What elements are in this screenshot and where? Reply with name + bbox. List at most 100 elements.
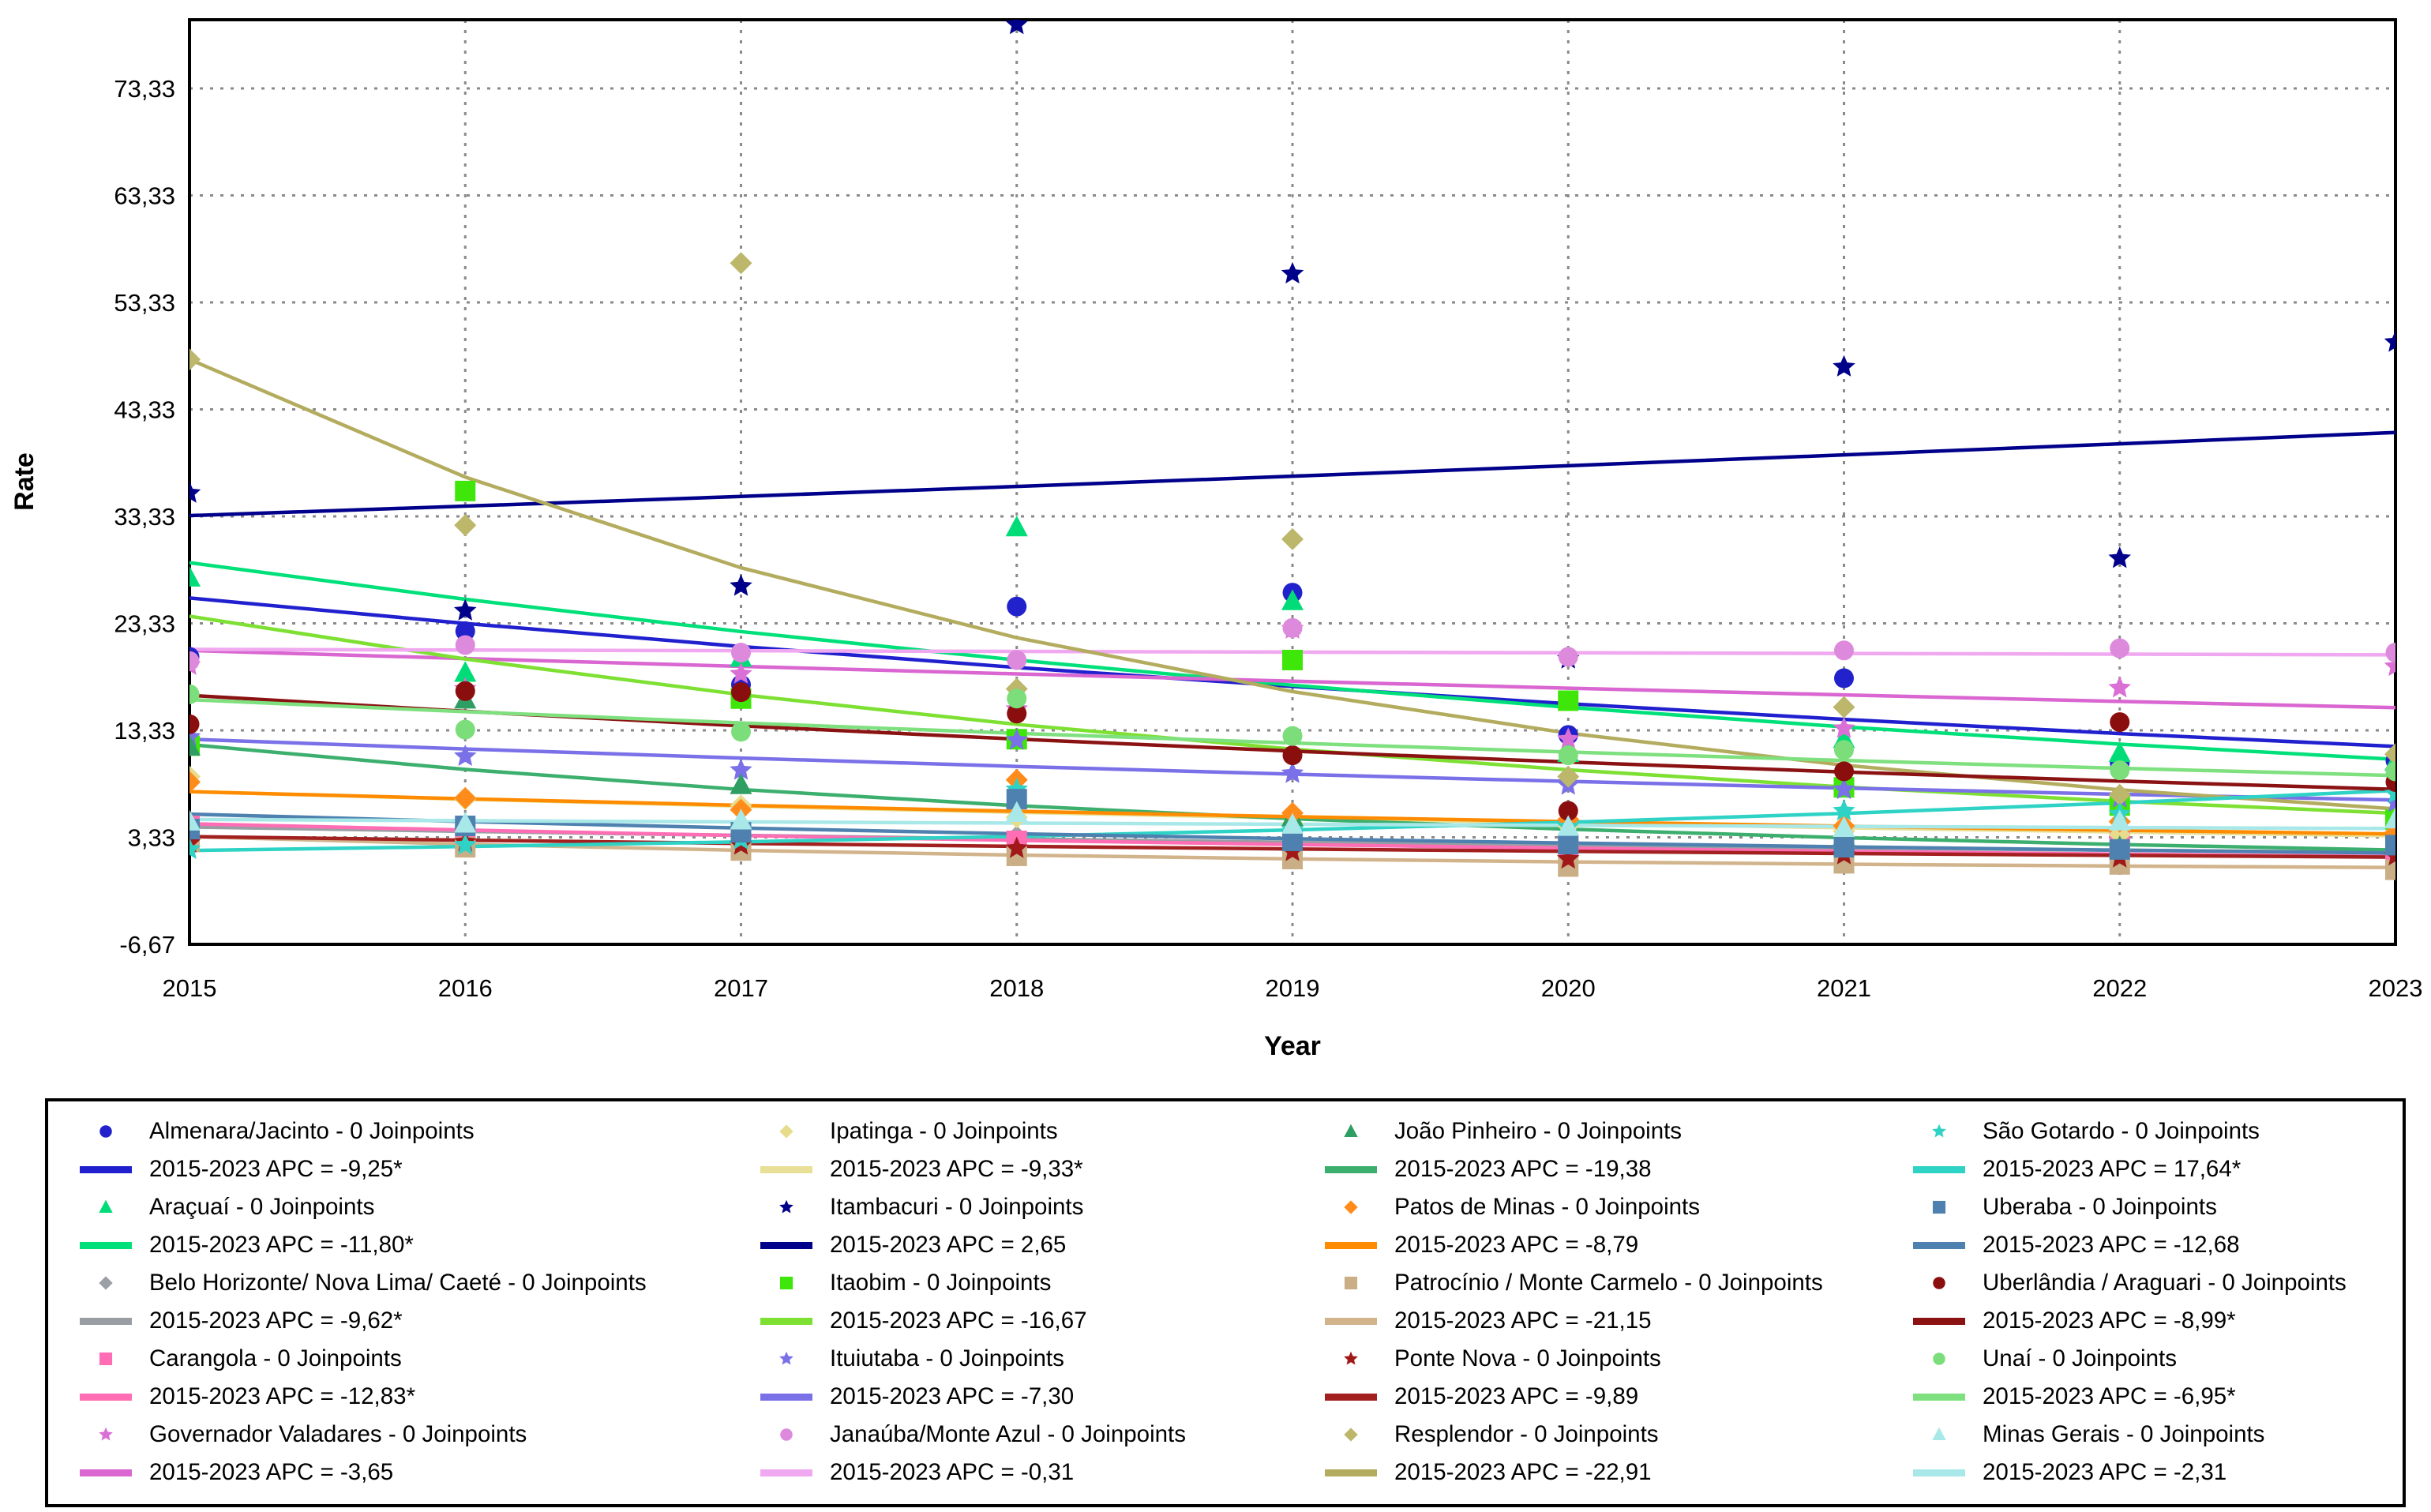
legend-apc-row: 2015-2023 APC = -3,65	[62, 1454, 743, 1491]
data-point-itambacuri	[1281, 261, 1304, 283]
legend-column: João Pinheiro - 0 Joinpoints 2015-2023 AP…	[1307, 1101, 1896, 1504]
line-swatch-icon	[743, 1469, 830, 1476]
diamond-marker-glyph	[99, 1276, 113, 1290]
triangle-marker-glyph	[1344, 1124, 1358, 1137]
data-point-ituiutaba	[1833, 777, 1855, 800]
circle-marker-glyph	[780, 1428, 793, 1441]
data-point-almenara-jacinto	[1007, 596, 1027, 617]
diamond-marker-icon	[743, 1118, 830, 1145]
legend-series-name: Patos de Minas - 0 Joinpoints	[1394, 1194, 1700, 1220]
legend-apc-label: 2015-2023 APC = -12,68	[1983, 1232, 2240, 1258]
legend-series-row: Itambacuri - 0 Joinpoints	[743, 1188, 1307, 1226]
data-point-governador-valadares	[2384, 655, 2395, 677]
legend-apc-row: 2015-2023 APC = 17,64*	[1896, 1150, 2403, 1188]
line-swatch-icon	[1896, 1165, 1983, 1173]
data-point-minas-gerais	[730, 809, 752, 830]
x-tick-label: 2015	[163, 974, 217, 1002]
data-point-uberl-ndia-araguari	[455, 681, 475, 701]
data-point-patos-de-minas	[454, 786, 477, 809]
circle-marker-icon	[743, 1421, 830, 1448]
data-point-ara-ua-	[1281, 589, 1304, 610]
legend-apc-row: 2015-2023 APC = -16,67	[743, 1302, 1307, 1340]
legend-series-row: Ipatinga - 0 Joinpoints	[743, 1112, 1307, 1150]
line-swatch-icon	[743, 1165, 830, 1173]
data-point-ara-ua-	[454, 661, 477, 682]
legend-apc-row: 2015-2023 APC = -22,91	[1307, 1454, 1896, 1491]
line-swatch-icon	[1896, 1469, 1983, 1476]
data-point-almenara-jacinto	[1834, 668, 1854, 688]
triangle-marker-glyph	[1932, 1427, 1946, 1440]
circle-marker-glyph	[99, 1125, 112, 1138]
data-point-patos-de-minas	[189, 771, 201, 794]
y-tick-label: 73,33	[114, 75, 175, 103]
legend-apc-row: 2015-2023 APC = -12,68	[1896, 1226, 2403, 1264]
star-marker-icon	[743, 1345, 830, 1372]
diamond-marker-icon	[62, 1270, 149, 1296]
legend-apc-label: 2015-2023 APC = -9,62*	[149, 1308, 403, 1334]
data-point-minas-gerais	[1557, 815, 1580, 836]
legend-series-name: Belo Horizonte/ Nova Lima/ Caeté - 0 Joi…	[149, 1270, 647, 1296]
data-point-resplendor	[189, 348, 201, 371]
data-point-s-o-gotardo	[2384, 782, 2395, 804]
data-point-una-	[1007, 688, 1027, 709]
data-point-governador-valadares	[2108, 676, 2132, 698]
line-swatch-icon	[62, 1165, 149, 1173]
y-axis-title: Rate	[9, 452, 39, 511]
y-tick-label: 33,33	[114, 503, 175, 531]
star-marker-icon	[62, 1421, 149, 1448]
legend-apc-label: 2015-2023 APC = -0,31	[830, 1459, 1075, 1485]
data-point-resplendor	[2384, 743, 2395, 766]
y-tick-label: 23,33	[114, 610, 175, 637]
data-point-s-o-gotardo	[453, 833, 477, 855]
legend-series-row: Ponte Nova - 0 Joinpoints	[1307, 1340, 1896, 1378]
legend-series-row: Almenara/Jacinto - 0 Joinpoints	[62, 1112, 743, 1150]
data-point-resplendor	[730, 252, 752, 275]
star-marker-icon	[1896, 1118, 1983, 1145]
legend-series-name: Ituiutaba - 0 Joinpoints	[830, 1345, 1064, 1371]
square-marker-icon	[1896, 1194, 1983, 1221]
data-point-ara-ua-	[1005, 515, 1028, 537]
star-marker-glyph	[99, 1427, 113, 1441]
line-swatch-icon	[743, 1393, 830, 1401]
data-point-itaobim	[455, 480, 476, 501]
data-point-minas-gerais	[1833, 816, 1855, 837]
data-point-governador-valadares	[1556, 727, 1580, 749]
data-point-minas-gerais	[1005, 801, 1028, 822]
legend-series-row: Governador Valadares - 0 Joinpoints	[62, 1416, 743, 1454]
data-point-resplendor	[454, 514, 477, 537]
data-point-jana-ba-monte-azul	[1282, 617, 1303, 638]
triangle-marker-icon	[1307, 1118, 1394, 1145]
circle-marker-icon	[1896, 1345, 1983, 1372]
data-point-uberl-ndia-araguari	[1558, 801, 1578, 821]
triangle-marker-icon	[62, 1194, 149, 1221]
data-point-uberaba	[2109, 839, 2130, 860]
data-point-ponte-nova	[1005, 836, 1029, 858]
data-point-jana-ba-monte-azul	[189, 651, 200, 671]
line-swatch-icon	[62, 1393, 149, 1401]
data-point-minas-gerais	[2108, 809, 2131, 831]
data-point-jana-ba-monte-azul	[1834, 640, 1854, 661]
data-point-itambacuri	[730, 574, 752, 596]
legend-apc-row: 2015-2023 APC = -9,33*	[743, 1150, 1307, 1188]
y-tick-label: -6,67	[119, 931, 175, 959]
legend-apc-label: 2015-2023 APC = -8,99*	[1983, 1308, 2236, 1334]
y-tick-label: 43,33	[114, 396, 175, 423]
data-point-una-	[1282, 726, 1303, 746]
line-swatch-icon	[62, 1469, 149, 1476]
y-axis-tick-labels: 73,33 63,33 53,33 43,33 33,33 23,33 13,33 3,33 -…	[114, 75, 175, 959]
legend-apc-row: 2015-2023 APC = -8,99*	[1896, 1302, 2403, 1340]
circle-marker-icon	[62, 1118, 149, 1145]
legend-column: São Gotardo - 0 Joinpoints 2015-2023 APC …	[1896, 1101, 2403, 1504]
legend-series-name: Itaobim - 0 Joinpoints	[830, 1270, 1052, 1296]
legend-series-name: Ipatinga - 0 Joinpoints	[830, 1118, 1058, 1144]
legend-apc-row: 2015-2023 APC = -6,95*	[1896, 1378, 2403, 1416]
legend-apc-label: 2015-2023 APC = -21,15	[1394, 1308, 1652, 1334]
data-point-uberaba	[1833, 837, 1855, 858]
line-swatch-icon	[743, 1317, 830, 1325]
line-swatch-icon	[1307, 1393, 1394, 1401]
legend-apc-row: 2015-2023 APC = -8,79	[1307, 1226, 1896, 1264]
data-point-minas-gerais	[454, 812, 477, 833]
data-point-uberl-ndia-araguari	[2110, 712, 2130, 733]
data-point-minas-gerais	[2384, 807, 2395, 829]
